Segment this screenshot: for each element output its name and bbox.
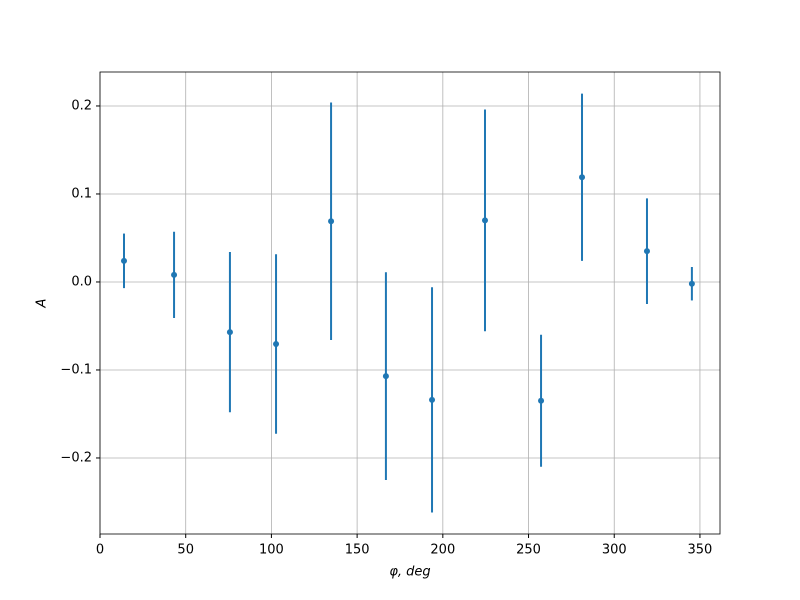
data-point [643, 248, 650, 255]
x-tick-label: 350 [688, 543, 713, 558]
x-tick-label: 200 [430, 543, 455, 558]
y-tick-label: 0.2 [71, 98, 92, 113]
x-axis-label: φ, deg [389, 565, 430, 580]
x-tick-label: 250 [516, 543, 541, 558]
data-point [538, 397, 545, 404]
plot-frame [99, 71, 721, 535]
y-tick-label: 0.1 [71, 186, 92, 201]
x-tick-label: 100 [259, 543, 284, 558]
data-point [328, 218, 335, 225]
data-point [688, 280, 695, 287]
data-point [579, 174, 586, 181]
y-tick-label: 0.0 [71, 274, 92, 289]
x-tick-label: 50 [177, 543, 194, 558]
x-tick-label: 300 [602, 543, 627, 558]
y-tick-label: −0.2 [60, 450, 92, 465]
x-tick-label: 150 [345, 543, 370, 558]
data-point [120, 257, 127, 264]
data-point [481, 217, 488, 224]
data-point [429, 396, 436, 403]
data-point [273, 341, 280, 348]
data-point [226, 329, 233, 336]
y-axis-label: A [35, 299, 50, 309]
data-point [171, 271, 178, 278]
data-point [382, 373, 389, 380]
y-tick-label: −0.1 [60, 362, 92, 377]
x-tick-label: 0 [96, 543, 104, 558]
